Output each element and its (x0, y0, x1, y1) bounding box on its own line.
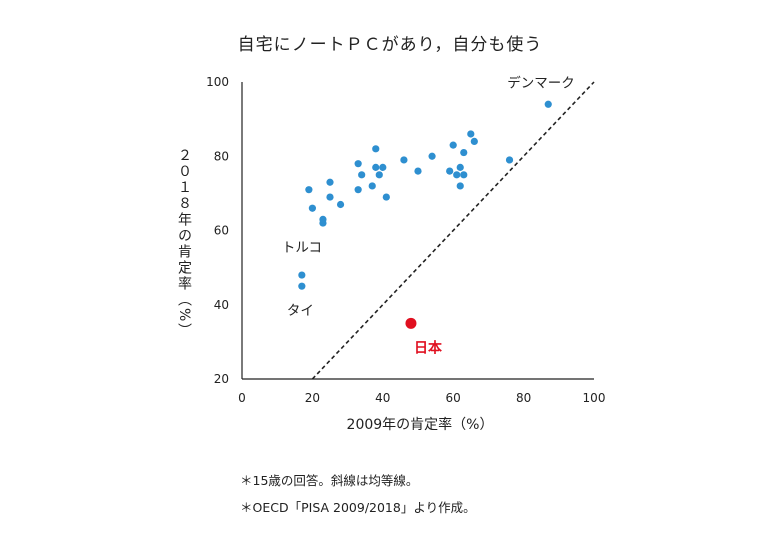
data-point (298, 271, 306, 279)
data-point (298, 282, 306, 290)
annotation-label: デンマーク (507, 74, 575, 91)
data-point (354, 160, 362, 168)
data-point (449, 141, 457, 149)
tick-labels: 0 20 40 60 80 100 20 40 60 80 100 (206, 75, 605, 405)
data-point (379, 163, 387, 171)
footnote-2: ＊OECD「PISA 2009/2018」より作成。 (240, 500, 476, 515)
y-tick-label: 60 (214, 224, 229, 238)
x-tick-label: 60 (446, 391, 461, 405)
data-point (400, 156, 408, 164)
data-point (336, 200, 345, 209)
annotation-label: トルコ (282, 240, 322, 256)
annotation-label: タイ (287, 303, 314, 319)
data-point (460, 148, 468, 157)
annotation-label: 日本 (414, 339, 443, 356)
y-tick-label: 20 (214, 372, 229, 386)
x-tick-label: 100 (583, 391, 606, 405)
data-point (446, 167, 454, 175)
data-point (308, 204, 316, 212)
data-point (354, 186, 362, 194)
data-point (358, 171, 366, 179)
data-point (460, 171, 468, 179)
data-point (467, 130, 475, 138)
data-point (428, 152, 436, 160)
data-point (319, 219, 327, 227)
data-point (326, 193, 334, 201)
data-point (453, 171, 461, 179)
data-point (456, 163, 464, 171)
data-point (372, 163, 380, 171)
footnote-1: ＊15歳の回答。斜線は均等線。 (240, 473, 419, 488)
data-point (470, 137, 478, 145)
x-tick-label: 80 (516, 391, 531, 405)
japan-point (405, 317, 417, 329)
chart-title: 自宅にノートＰＣがあり，自分も使う (237, 35, 543, 55)
x-tick-label: 40 (375, 391, 390, 405)
x-tick-label: 0 (238, 391, 246, 405)
axes (241, 82, 594, 380)
data-point (368, 182, 376, 190)
data-point (375, 171, 383, 179)
data-point (414, 167, 422, 175)
y-tick-label: 100 (206, 75, 229, 89)
x-axis-label: 2009年の肯定率（%） (346, 417, 494, 433)
equality-line (311, 81, 595, 380)
y-axis-label: ２０１８年の肯定率（%） (176, 148, 192, 340)
data-point (456, 182, 464, 190)
data-point (544, 100, 552, 108)
data-points (298, 100, 552, 329)
data-point (305, 186, 313, 194)
data-point (505, 156, 514, 164)
y-tick-label: 40 (214, 298, 229, 312)
data-point (326, 178, 334, 186)
data-point (382, 193, 390, 201)
y-tick-label: 80 (214, 149, 229, 163)
data-point (372, 145, 380, 153)
x-tick-label: 20 (305, 391, 320, 405)
